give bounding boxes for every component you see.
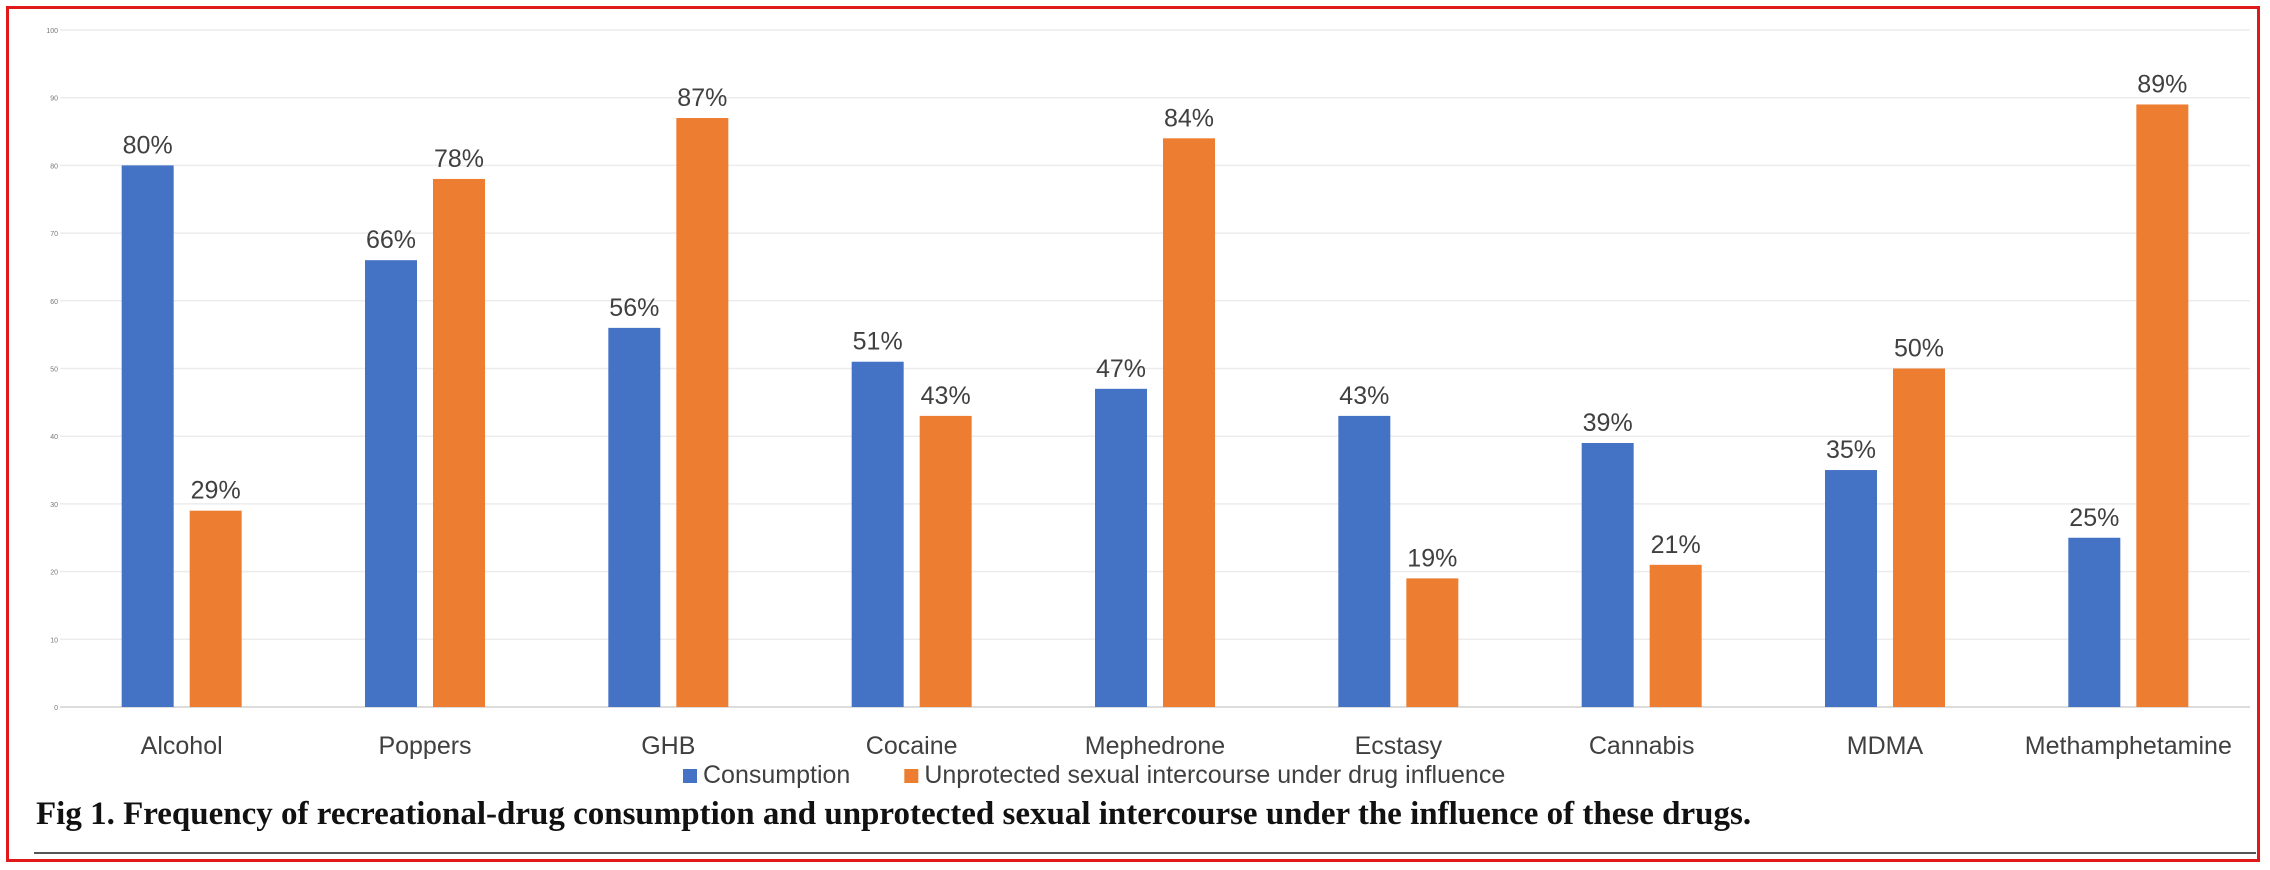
y-tick-label: 20 bbox=[50, 570, 58, 577]
figure-frame bbox=[6, 6, 2260, 862]
bar-unprotected-poppers bbox=[433, 178, 485, 707]
bar-consumption-cannabis bbox=[1581, 442, 1634, 707]
y-tick-label: 90 bbox=[50, 96, 58, 103]
data-label: 47% bbox=[1096, 355, 1146, 383]
y-tick-label: 70 bbox=[50, 231, 58, 238]
data-label: 29% bbox=[191, 477, 241, 505]
x-tick-label: Cocaine bbox=[866, 732, 958, 760]
bar-unprotected-methamphetamine bbox=[2136, 104, 2189, 708]
data-label: 19% bbox=[1407, 544, 1457, 572]
data-label: 39% bbox=[1583, 409, 1633, 437]
data-label: 50% bbox=[1894, 335, 1944, 363]
data-label: 35% bbox=[1826, 436, 1876, 464]
y-tick-label: 60 bbox=[50, 299, 58, 306]
x-tick-label: Poppers bbox=[378, 732, 471, 760]
x-tick-label: Alcohol bbox=[141, 732, 223, 760]
data-label: 56% bbox=[609, 294, 659, 322]
data-label: 66% bbox=[366, 226, 416, 254]
bar-consumption-alcohol bbox=[121, 165, 174, 707]
y-tick-label: 0 bbox=[54, 705, 58, 712]
x-tick-label: MDMA bbox=[1847, 732, 1924, 760]
bar-consumption-ecstasy bbox=[1338, 415, 1391, 707]
bar-unprotected-ghb bbox=[676, 118, 729, 707]
data-label: 84% bbox=[1164, 104, 1214, 132]
legend-swatch-consumption bbox=[683, 769, 697, 783]
bar-consumption-ghb bbox=[608, 327, 661, 707]
bar-unprotected-cannabis bbox=[1649, 564, 1702, 707]
x-tick-label: Ecstasy bbox=[1355, 732, 1443, 760]
x-tick-label: Mephedrone bbox=[1085, 732, 1225, 760]
data-label: 21% bbox=[1651, 531, 1701, 559]
bar-consumption-methamphetamine bbox=[2068, 537, 2121, 707]
bar-unprotected-mephedrone bbox=[1163, 138, 1215, 707]
data-label: 80% bbox=[123, 131, 173, 159]
data-label: 87% bbox=[677, 84, 727, 112]
bar-unprotected-mdma bbox=[1893, 368, 1945, 707]
y-tick-label: 30 bbox=[50, 502, 58, 509]
bar-consumption-poppers bbox=[365, 260, 417, 707]
bar-unprotected-ecstasy bbox=[1406, 578, 1459, 707]
legend-label: Consumption bbox=[703, 761, 850, 789]
x-tick-label: Cannabis bbox=[1589, 732, 1695, 760]
y-tick-label: 10 bbox=[50, 637, 58, 644]
data-label: 89% bbox=[2137, 70, 2187, 98]
bar-consumption-mdma bbox=[1825, 470, 1877, 707]
legend-swatch-unprotected bbox=[904, 769, 919, 783]
bar-unprotected-cocaine bbox=[919, 415, 972, 707]
data-label: 43% bbox=[1339, 382, 1389, 410]
bar-unprotected-alcohol bbox=[189, 510, 242, 707]
x-tick-label: Methamphetamine bbox=[2025, 732, 2232, 760]
bar-consumption-cocaine bbox=[851, 361, 904, 707]
y-tick-label: 100 bbox=[46, 28, 58, 35]
legend-label: Unprotected sexual intercourse under dru… bbox=[924, 761, 1505, 789]
data-label: 78% bbox=[434, 145, 484, 173]
data-label: 51% bbox=[853, 328, 903, 356]
y-tick-label: 50 bbox=[50, 367, 58, 374]
bar-consumption-mephedrone bbox=[1095, 388, 1147, 707]
data-label: 43% bbox=[921, 382, 971, 410]
figure-caption: Fig 1. Frequency of recreational-drug co… bbox=[36, 796, 1752, 832]
x-tick-label: GHB bbox=[641, 732, 695, 760]
y-tick-label: 80 bbox=[50, 163, 58, 170]
data-label: 25% bbox=[2069, 504, 2119, 532]
caption-divider bbox=[34, 852, 2256, 854]
y-tick-label: 40 bbox=[50, 434, 58, 441]
